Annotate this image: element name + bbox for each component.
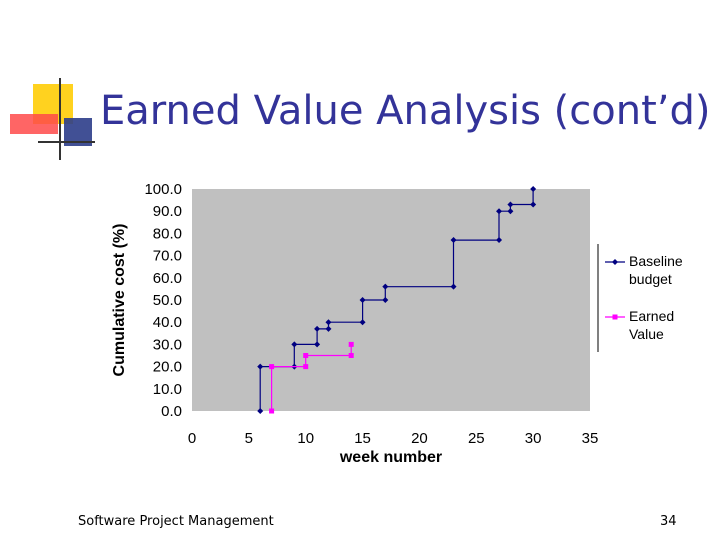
baseline-budget-point — [359, 319, 366, 326]
footer-text: Software Project Management — [78, 514, 274, 529]
y-tick-label: 20.0 — [153, 359, 182, 376]
x-tick-label: 5 — [245, 430, 253, 447]
baseline-budget-point — [507, 208, 514, 215]
baseline-budget-point — [314, 325, 321, 332]
earned-value-point — [269, 408, 275, 414]
baseline-budget-point — [496, 208, 503, 215]
x-axis-title: week number — [339, 449, 442, 466]
y-tick-label: 30.0 — [153, 336, 182, 353]
y-tick-label: 60.0 — [153, 270, 182, 287]
baseline-budget-point — [507, 201, 514, 208]
plot-area — [192, 189, 590, 411]
logo-red-bar — [10, 114, 58, 134]
legend-earned-marker — [612, 314, 618, 320]
y-tick-label: 10.0 — [153, 381, 182, 398]
baseline-budget-point — [382, 283, 389, 290]
x-tick-label: 25 — [468, 430, 485, 447]
legend-baseline-marker — [612, 259, 618, 265]
baseline-budget-point — [314, 341, 321, 348]
baseline-budget-point — [450, 237, 457, 244]
legend-earned-label-line1: Earned — [629, 308, 674, 324]
y-axis-ticks: 0.0 10.0 20.0 30.0 40.0 50.0 60.0 70.0 80.0 90.0 1… — [144, 181, 182, 420]
legend-earned-label-line2: Value — [629, 326, 664, 342]
x-tick-label: 15 — [354, 430, 371, 447]
x-tick-label: 10 — [297, 430, 314, 447]
page-number: 34 — [660, 514, 677, 529]
earned-value-point — [303, 353, 309, 358]
earned-value-point — [348, 341, 354, 347]
baseline-budget-point — [257, 363, 264, 370]
y-tick-label: 70.0 — [153, 248, 182, 265]
baseline-budget-point — [530, 186, 537, 192]
baseline-budget-point — [382, 297, 389, 303]
baseline-budget-point — [325, 325, 332, 332]
baseline-budget-point — [291, 341, 298, 348]
baseline-budget-point — [496, 237, 503, 244]
x-tick-label: 0 — [188, 430, 196, 447]
legend: Baseline budget Earned Value — [597, 244, 683, 352]
y-tick-label: 50.0 — [153, 292, 182, 309]
earned-value-point — [348, 353, 354, 358]
y-tick-label: 90.0 — [153, 203, 182, 220]
baseline-budget-point — [530, 201, 537, 208]
y-tick-label: 100.0 — [144, 181, 182, 198]
x-tick-label: 30 — [525, 430, 542, 447]
y-tick-label: 80.0 — [153, 225, 182, 242]
legend-baseline-label-line2: budget — [629, 271, 672, 287]
y-tick-label: 40.0 — [153, 314, 182, 331]
y-axis-title: Cumulative cost (%) — [111, 224, 128, 377]
x-tick-label: 35 — [582, 430, 599, 447]
y-tick-label: 0.0 — [161, 403, 182, 420]
x-axis-ticks: 0 5 10 15 20 25 30 35 — [188, 430, 599, 447]
baseline-budget-point — [450, 283, 457, 290]
series-layer — [257, 186, 537, 414]
slide-logo — [10, 78, 95, 160]
baseline-budget-point — [257, 408, 264, 414]
legend-baseline-label-line1: Baseline — [629, 253, 683, 269]
baseline-budget-point — [325, 319, 332, 326]
earned-value-point — [269, 364, 275, 370]
x-tick-label: 20 — [411, 430, 428, 447]
baseline-budget-point — [359, 297, 366, 303]
slide-title: Earned Value Analysis (cont’d) — [100, 88, 711, 134]
earned-value-point — [303, 364, 309, 370]
